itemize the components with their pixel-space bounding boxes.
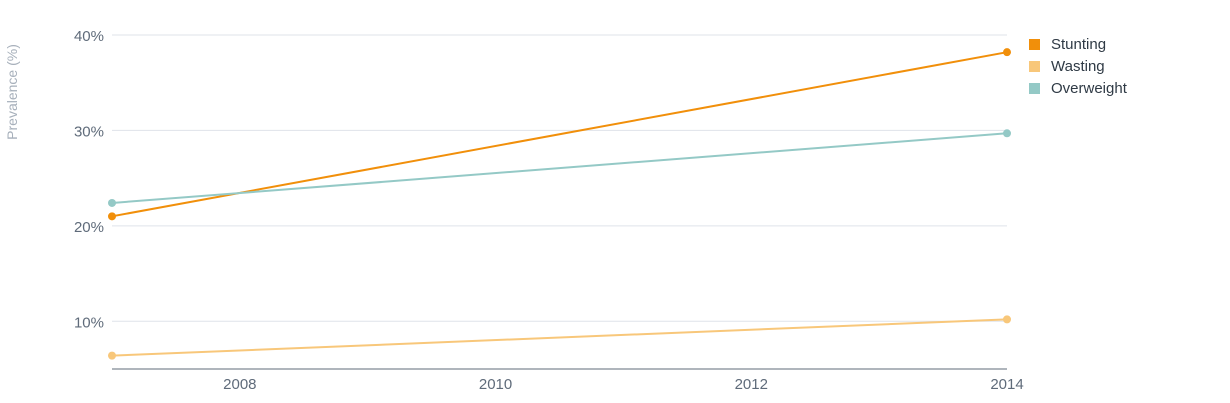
- x-tick-label: 2008: [223, 376, 256, 393]
- legend-item-overweight[interactable]: Overweight: [1029, 77, 1127, 99]
- legend: Stunting Wasting Overweight: [1029, 33, 1127, 99]
- data-point-stunting[interactable]: [1003, 48, 1011, 57]
- y-tick-label: 30%: [74, 123, 104, 140]
- x-tick-labels: 2008 2010 2012 2014: [223, 376, 1024, 393]
- data-point-stunting[interactable]: [108, 212, 116, 221]
- y-axis-label: Prevalence (%): [4, 44, 20, 140]
- y-tick-label: 40%: [74, 28, 104, 45]
- series-group: [108, 48, 1011, 360]
- legend-swatch-wasting: [1029, 60, 1040, 72]
- legend-swatch-overweight: [1029, 82, 1040, 94]
- y-tick-label: 10%: [74, 314, 104, 331]
- legend-swatch-stunting: [1029, 38, 1040, 50]
- series-line-wasting: [111, 318, 1008, 357]
- data-point-wasting[interactable]: [1003, 315, 1011, 324]
- legend-item-wasting[interactable]: Wasting: [1029, 55, 1127, 77]
- data-point-wasting[interactable]: [108, 351, 116, 360]
- legend-label-overweight: Overweight: [1051, 79, 1127, 97]
- gridlines: [112, 34, 1007, 322]
- y-tick-labels: 10% 20% 30% 40%: [74, 28, 104, 331]
- x-tick-label: 2014: [990, 376, 1023, 393]
- x-tick-label: 2010: [479, 376, 512, 393]
- legend-label-stunting: Stunting: [1051, 35, 1107, 53]
- series-line-stunting: [111, 51, 1008, 218]
- legend-label-wasting: Wasting: [1051, 57, 1105, 75]
- data-point-overweight[interactable]: [1003, 129, 1011, 138]
- y-tick-label: 20%: [74, 219, 104, 236]
- series-line-overweight: [111, 132, 1008, 204]
- x-tick-label: 2012: [735, 376, 768, 393]
- data-point-overweight[interactable]: [108, 198, 116, 207]
- legend-item-stunting[interactable]: Stunting: [1029, 33, 1127, 55]
